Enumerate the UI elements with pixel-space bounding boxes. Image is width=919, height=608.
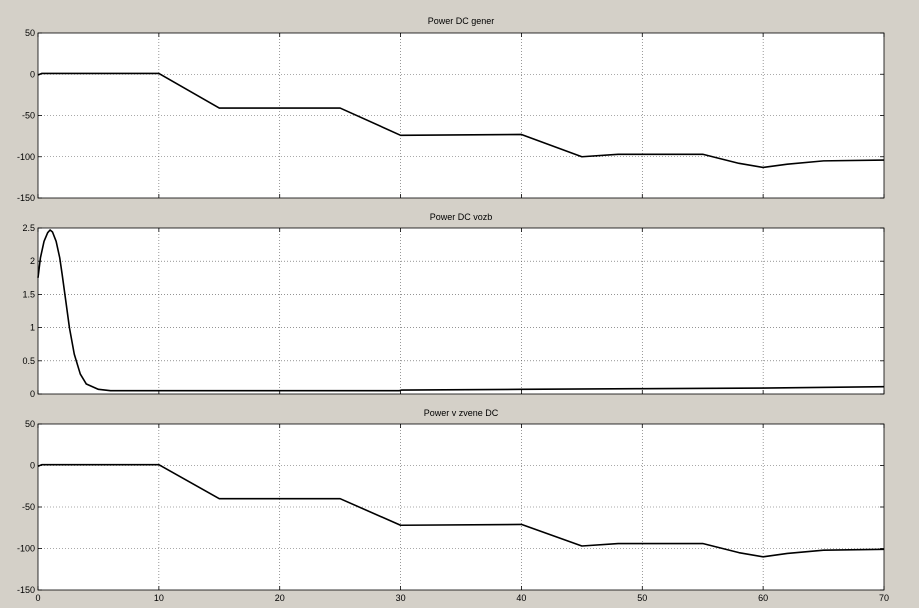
y-tick-label: -100 <box>17 152 35 162</box>
plot-panel-1: Power DC gener 50 0 -50 -100 -150 <box>17 16 885 203</box>
y-tick-label: 50 <box>25 28 35 38</box>
y-tick-label: 2 <box>30 256 35 266</box>
y-tick-label: -150 <box>17 193 35 203</box>
x-tick-label: 70 <box>879 593 889 603</box>
y-tick-label: -100 <box>17 544 35 554</box>
y-tick-label: 0 <box>30 69 35 79</box>
x-tick-label: 20 <box>275 593 285 603</box>
axes-background <box>38 228 884 394</box>
x-tick-label: 60 <box>758 593 768 603</box>
x-tick-label: 30 <box>396 593 406 603</box>
series-line-1 <box>37 72 885 169</box>
y-tick-label: 0.5 <box>22 356 35 366</box>
x-tick-label: 10 <box>154 593 164 603</box>
plot-panel-2: Power DC vozb 2.5 2 1.5 1 0.5 0 <box>22 212 885 399</box>
y-tick-label: -50 <box>22 502 35 512</box>
y-tick-label: 0 <box>30 389 35 399</box>
y-tick-label: -50 <box>22 111 35 121</box>
series-line-1 <box>37 229 885 392</box>
axes-frame <box>37 227 885 395</box>
y-tick-label: 50 <box>25 419 35 429</box>
y-tick-label: 1 <box>30 323 35 333</box>
x-tick-label: 40 <box>516 593 526 603</box>
axes-frame <box>37 32 885 199</box>
plot-title: Power v zvene DC <box>424 408 499 418</box>
y-tick-label: 1.5 <box>22 289 35 299</box>
axes-frame <box>37 423 885 591</box>
plot-title: Power DC vozb <box>430 212 493 222</box>
plot-title: Power DC gener <box>428 16 495 26</box>
x-tick-label: 50 <box>637 593 647 603</box>
y-tick-label: 2.5 <box>22 223 35 233</box>
series-line-1 <box>37 463 885 558</box>
x-tick-label: 0 <box>35 593 40 603</box>
y-tick-label: 0 <box>30 461 35 471</box>
y-tick-label: -150 <box>17 585 35 595</box>
